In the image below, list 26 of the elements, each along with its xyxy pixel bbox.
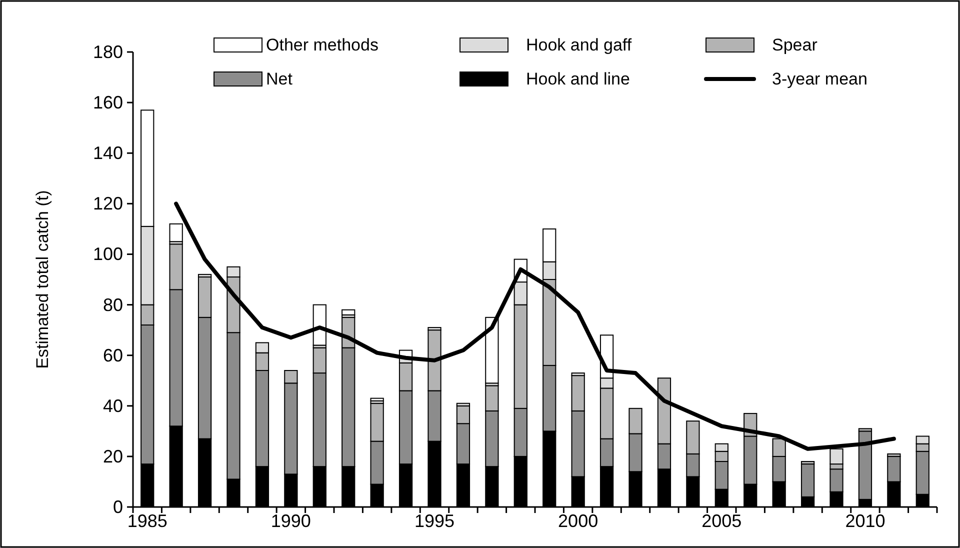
- y-tick-label: 100: [92, 244, 123, 264]
- x-tick-label: 1995: [414, 511, 455, 531]
- y-tick-label: 20: [102, 446, 123, 466]
- y-tick-label: 80: [102, 294, 123, 315]
- bar: [342, 309, 356, 316]
- legend-label: Spear: [772, 36, 818, 54]
- y-tick-label: 40: [102, 396, 123, 416]
- y-tick-label: 160: [92, 92, 123, 113]
- y-axis-title: Estimated total catch (t): [33, 190, 52, 369]
- x-tick-label: 1990: [270, 511, 311, 531]
- x-tick-label: 2000: [558, 511, 598, 531]
- legend-label: Other methods: [266, 36, 378, 54]
- legend-label: 3-year mean: [772, 70, 868, 88]
- y-tick-label: 180: [92, 42, 123, 62]
- bar: [370, 398, 384, 402]
- legend-label: Hook and line: [526, 70, 630, 88]
- legend-label: Hook and gaff: [526, 36, 632, 54]
- y-tick-label: 60: [102, 345, 123, 366]
- y-tick-label: 140: [92, 143, 123, 164]
- y-tick-label: 0: [112, 497, 123, 517]
- legend-label: Net: [266, 70, 293, 88]
- bar: [485, 316, 499, 384]
- x-tick-label: 2005: [702, 511, 742, 531]
- y-tick-label: 120: [92, 194, 123, 214]
- x-tick-label: 1985: [127, 511, 168, 531]
- x-tick-label: 2010: [845, 511, 886, 531]
